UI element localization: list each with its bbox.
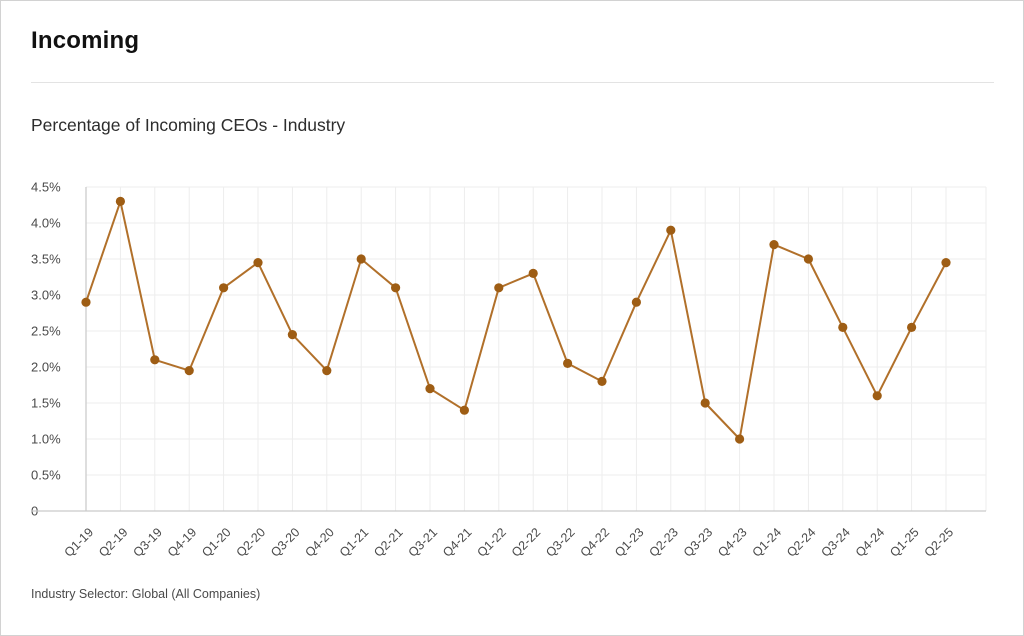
x-axis-tick-label: Q1-19 (62, 525, 96, 559)
x-axis-tick-label: Q4-20 (302, 525, 336, 559)
y-axis-tick-label: 0.5% (31, 468, 61, 483)
x-axis-tick-label: Q1-22 (474, 525, 508, 559)
x-axis-tick-label: Q2-20 (234, 525, 268, 559)
x-axis-tick-label: Q3-24 (818, 525, 852, 559)
y-axis-tick-label: 2.5% (31, 324, 61, 339)
x-axis-tick-label: Q1-25 (887, 525, 921, 559)
data-point[interactable]: Q3-23: 1.5% (700, 398, 710, 408)
x-axis-tick-label: Q3-20 (268, 525, 302, 559)
data-point[interactable]: Q1-25: 2.55% (907, 322, 917, 332)
data-point[interactable]: Q3-24: 2.55% (838, 322, 848, 332)
x-axis-tick-label: Q2-22 (509, 525, 543, 559)
data-point[interactable]: Q4-23: 1% (735, 434, 745, 444)
chart-title: Percentage of Incoming CEOs - Industry (31, 115, 346, 135)
data-point[interactable]: Q4-21: 1.4% (459, 405, 469, 415)
data-point[interactable]: Q2-25: 3.45% (941, 258, 951, 268)
x-axis-tick-label: Q2-21 (371, 525, 405, 559)
title-divider (31, 82, 994, 83)
x-axis-tick-label: Q4-24 (853, 525, 887, 559)
data-point[interactable]: Q1-19: 2.9% (81, 297, 91, 307)
data-point[interactable]: Q2-24: 3.5% (803, 254, 814, 264)
series-line (85, 200, 947, 440)
y-axis-tick-label: 1.0% (31, 432, 61, 447)
x-axis-tick-label: Q4-22 (578, 525, 612, 559)
data-point[interactable]: Q1-22: 3.1% (494, 283, 504, 293)
x-axis-tick-label: Q4-23 (715, 525, 749, 559)
industry-selector-label: Industry Selector: Global (All Companies… (31, 587, 261, 601)
data-point[interactable]: Q3-22: 2.05% (563, 358, 573, 368)
data-point[interactable]: Q1-24: 3.7% (769, 240, 779, 250)
data-point[interactable]: Q3-19: 2.1% (150, 355, 160, 365)
x-axis-tick-label: Q3-21 (406, 525, 440, 559)
x-axis-tick-label: Q1-20 (199, 525, 233, 559)
data-point[interactable]: Q4-19: 1.95% (184, 366, 194, 376)
x-axis-tick-label: Q4-21 (440, 525, 474, 559)
x-axis-tick-label: Q2-19 (96, 525, 130, 559)
x-axis-tick-label: Q2-23 (646, 525, 680, 559)
data-point[interactable]: Q2-19: 4.3% (115, 196, 125, 206)
y-axis-tick-label: 4.0% (31, 216, 61, 231)
x-axis-tick-label: Q3-19 (130, 525, 164, 559)
data-point[interactable]: Q2-21: 3.1% (391, 283, 401, 293)
page-title: Incoming (31, 27, 140, 54)
x-axis-tick-label: Q1-24 (750, 525, 784, 559)
data-point[interactable]: Q1-21: 3.5% (356, 254, 366, 264)
y-axis-tick-label: 3.0% (31, 288, 61, 303)
data-point[interactable]: Q1-23: 2.9% (631, 297, 642, 307)
data-point[interactable]: Q3-21: 1.7% (425, 384, 435, 394)
data-point[interactable]: Q2-20: 3.45% (253, 258, 263, 268)
y-axis-tick-label: 3.5% (31, 252, 61, 267)
data-point[interactable]: Q4-24: 1.6% (872, 391, 882, 401)
y-axis-tick-label: 1.5% (31, 396, 61, 411)
data-point[interactable]: Q2-22: 3.3% (528, 268, 538, 278)
x-axis-tick-label: Q2-24 (784, 525, 818, 559)
y-axis-tick-label: 2.0% (31, 360, 61, 375)
x-axis-tick-label: Q1-21 (337, 525, 371, 559)
x-axis-tick-label: Q4-19 (165, 525, 199, 559)
x-axis-tick-label: Q3-22 (543, 525, 577, 559)
data-point[interactable]: Q1-20: 3.1% (219, 283, 229, 293)
x-axis-tick-label: Q3-23 (681, 525, 715, 559)
x-axis-tick-label: Q2-25 (922, 525, 956, 559)
data-point[interactable]: Q4-22: 1.8% (597, 376, 607, 386)
y-axis-tick-label: 4.5% (31, 180, 61, 195)
data-point[interactable]: Q4-20: 1.95% (322, 366, 332, 376)
data-point[interactable]: Q2-23: 3.9% (666, 225, 676, 235)
data-point[interactable]: Q3-20: 2.45% (287, 330, 297, 340)
x-axis-tick-label: Q1-23 (612, 525, 646, 559)
